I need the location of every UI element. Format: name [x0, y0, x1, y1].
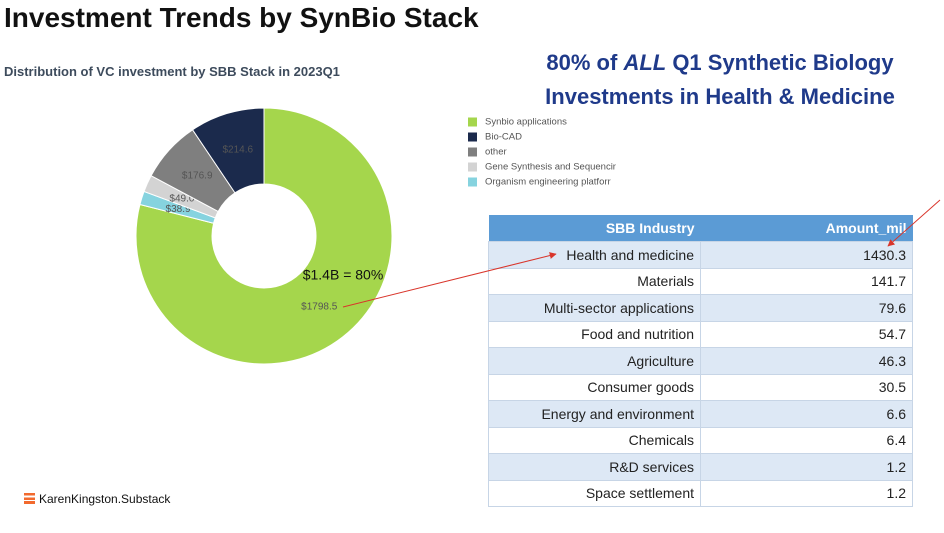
brand-icon — [24, 493, 35, 504]
table-row: Health and medicine 1430.3 — [488, 241, 913, 269]
table-row: Space settlement 1.2 — [488, 479, 913, 507]
data-label: $38.9 — [166, 204, 191, 215]
table-row: Multi-sector applications 79.6 — [488, 294, 913, 322]
donut-slice — [135, 107, 393, 365]
table-cell: 46.3 — [700, 347, 913, 375]
industry-table: SBB Industry Amount_mil Health and medic… — [488, 215, 913, 507]
table-row: Agriculture 46.3 — [488, 347, 913, 375]
table-row: Chemicals 6.4 — [488, 426, 913, 454]
table-cell: 6.6 — [700, 400, 913, 428]
table-cell: 79.6 — [700, 294, 913, 322]
table-header: Amount_mil — [700, 215, 913, 242]
callout-emphasis: ALL — [623, 50, 667, 75]
table-row: R&D services 1.2 — [488, 453, 913, 481]
table-cell: Multi-sector applications — [488, 294, 701, 322]
table-cell: 141.7 — [700, 267, 913, 295]
chart-title: Distribution of VC investment by SBB Sta… — [4, 64, 340, 79]
legend-label: Organism engineering platforr — [485, 177, 611, 188]
table-cell: Materials — [488, 267, 701, 295]
legend-label: Synbio applications — [485, 117, 567, 128]
table-cell: Agriculture — [488, 347, 701, 375]
brand: KarenKingston.Substack — [24, 492, 170, 506]
legend-label: Gene Synthesis and Sequencir — [485, 162, 616, 173]
legend-swatch — [468, 132, 477, 142]
table-cell: 1.2 — [700, 479, 913, 507]
data-label: $1798.5 — [301, 302, 338, 313]
table-cell: 30.5 — [700, 373, 913, 401]
table-row: Consumer goods 30.5 — [488, 373, 913, 401]
legend-swatch — [468, 177, 477, 187]
table-cell: Consumer goods — [488, 373, 701, 401]
callout-text: 80% of — [546, 50, 624, 75]
table-body: Health and medicine 1430.3 Materials 141.7 M… — [488, 241, 913, 507]
table-cell: Food and nutrition — [488, 320, 701, 348]
callout: 80% of ALL Q1 Synthetic Biology Investme… — [500, 46, 940, 114]
table-cell: Space settlement — [488, 479, 701, 507]
table-row: Food and nutrition 54.7 — [488, 320, 913, 348]
table-cell: Chemicals — [488, 426, 701, 454]
table-cell: R&D services — [488, 453, 701, 481]
legend-label: other — [485, 147, 507, 158]
table-cell: 1430.3 — [700, 241, 913, 269]
table-cell: Health and medicine — [488, 241, 701, 269]
legend-swatch — [468, 147, 477, 157]
callout-text: Q1 Synthetic Biology — [666, 50, 894, 75]
table-row: Energy and environment 6.6 — [488, 400, 913, 428]
legend-swatch — [468, 162, 477, 172]
legend-swatch — [468, 117, 477, 127]
callout-text: Investments in Health & Medicine — [545, 84, 895, 109]
table-cell: 54.7 — [700, 320, 913, 348]
brand-text: KarenKingston.Substack — [39, 492, 171, 506]
data-label: $176.9 — [182, 170, 213, 181]
donut-slice — [191, 107, 265, 194]
legend-label: Bio-CAD — [485, 132, 522, 143]
annotation: $1.4B = 80% — [303, 267, 384, 283]
page-title: Investment Trends by SynBio Stack — [4, 2, 479, 33]
table-cell: 6.4 — [700, 426, 913, 454]
table-cell: 1.2 — [700, 453, 913, 481]
table-row: Materials 141.7 — [488, 267, 913, 295]
table-header: SBB Industry — [488, 215, 701, 242]
data-label: $49.0 — [169, 194, 194, 205]
data-label: $214.6 — [222, 145, 253, 156]
table-cell: Energy and environment — [488, 400, 701, 428]
